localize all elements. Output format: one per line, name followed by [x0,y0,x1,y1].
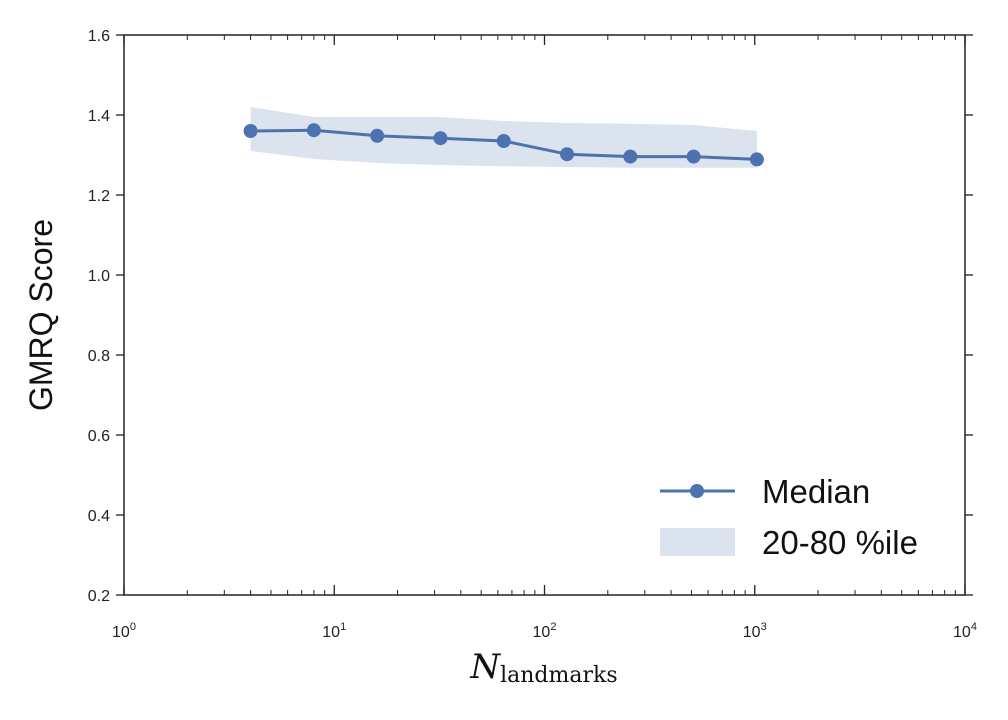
median-point [749,152,764,167]
y-tick-label: 1.2 [88,188,110,205]
x-axis-label: Nlandmarks [469,647,617,688]
median-point [623,149,638,164]
y-tick-label: 1.0 [88,268,110,285]
x-tick-label: 104 [953,621,977,641]
legend-band-swatch-icon [660,528,735,556]
median-point [243,124,258,138]
median-point [306,123,321,138]
y-tick-label: 0.6 [88,428,110,445]
x-axis-label-subscript: landmarks [500,663,618,688]
legend-band-label: 20-80 %ile [762,524,918,561]
y-tick-label: 0.4 [88,508,110,525]
median-point [686,149,701,164]
x-tick-label: 103 [743,621,767,641]
y-tick-label: 0.2 [88,588,110,605]
tick-labels-layer: 0.2 0.4 0.6 0.8 1.0 1.2 1.4 1.6 100 101 102 103 104 [88,28,977,641]
median-point [496,134,511,148]
y-tick-label: 1.6 [88,28,110,45]
x-axis-label-main: N [469,647,501,687]
axis-ticks-layer [116,34,973,596]
legend: Median 20-80 %ile [660,473,918,561]
plot-frame [123,34,966,596]
y-axis-label: GMRQ Score [23,219,59,411]
median-line-layer [243,123,764,167]
median-point [560,147,575,162]
x-tick-label: 102 [533,621,557,641]
median-point [370,128,385,143]
x-tick-label: 101 [322,621,346,641]
legend-median-label: Median [762,473,870,510]
x-tick-label: 100 [112,621,136,641]
y-tick-label: 0.8 [88,348,110,365]
y-tick-label: 1.4 [88,108,110,125]
legend-median-marker-icon [690,484,704,498]
median-point [433,131,448,146]
